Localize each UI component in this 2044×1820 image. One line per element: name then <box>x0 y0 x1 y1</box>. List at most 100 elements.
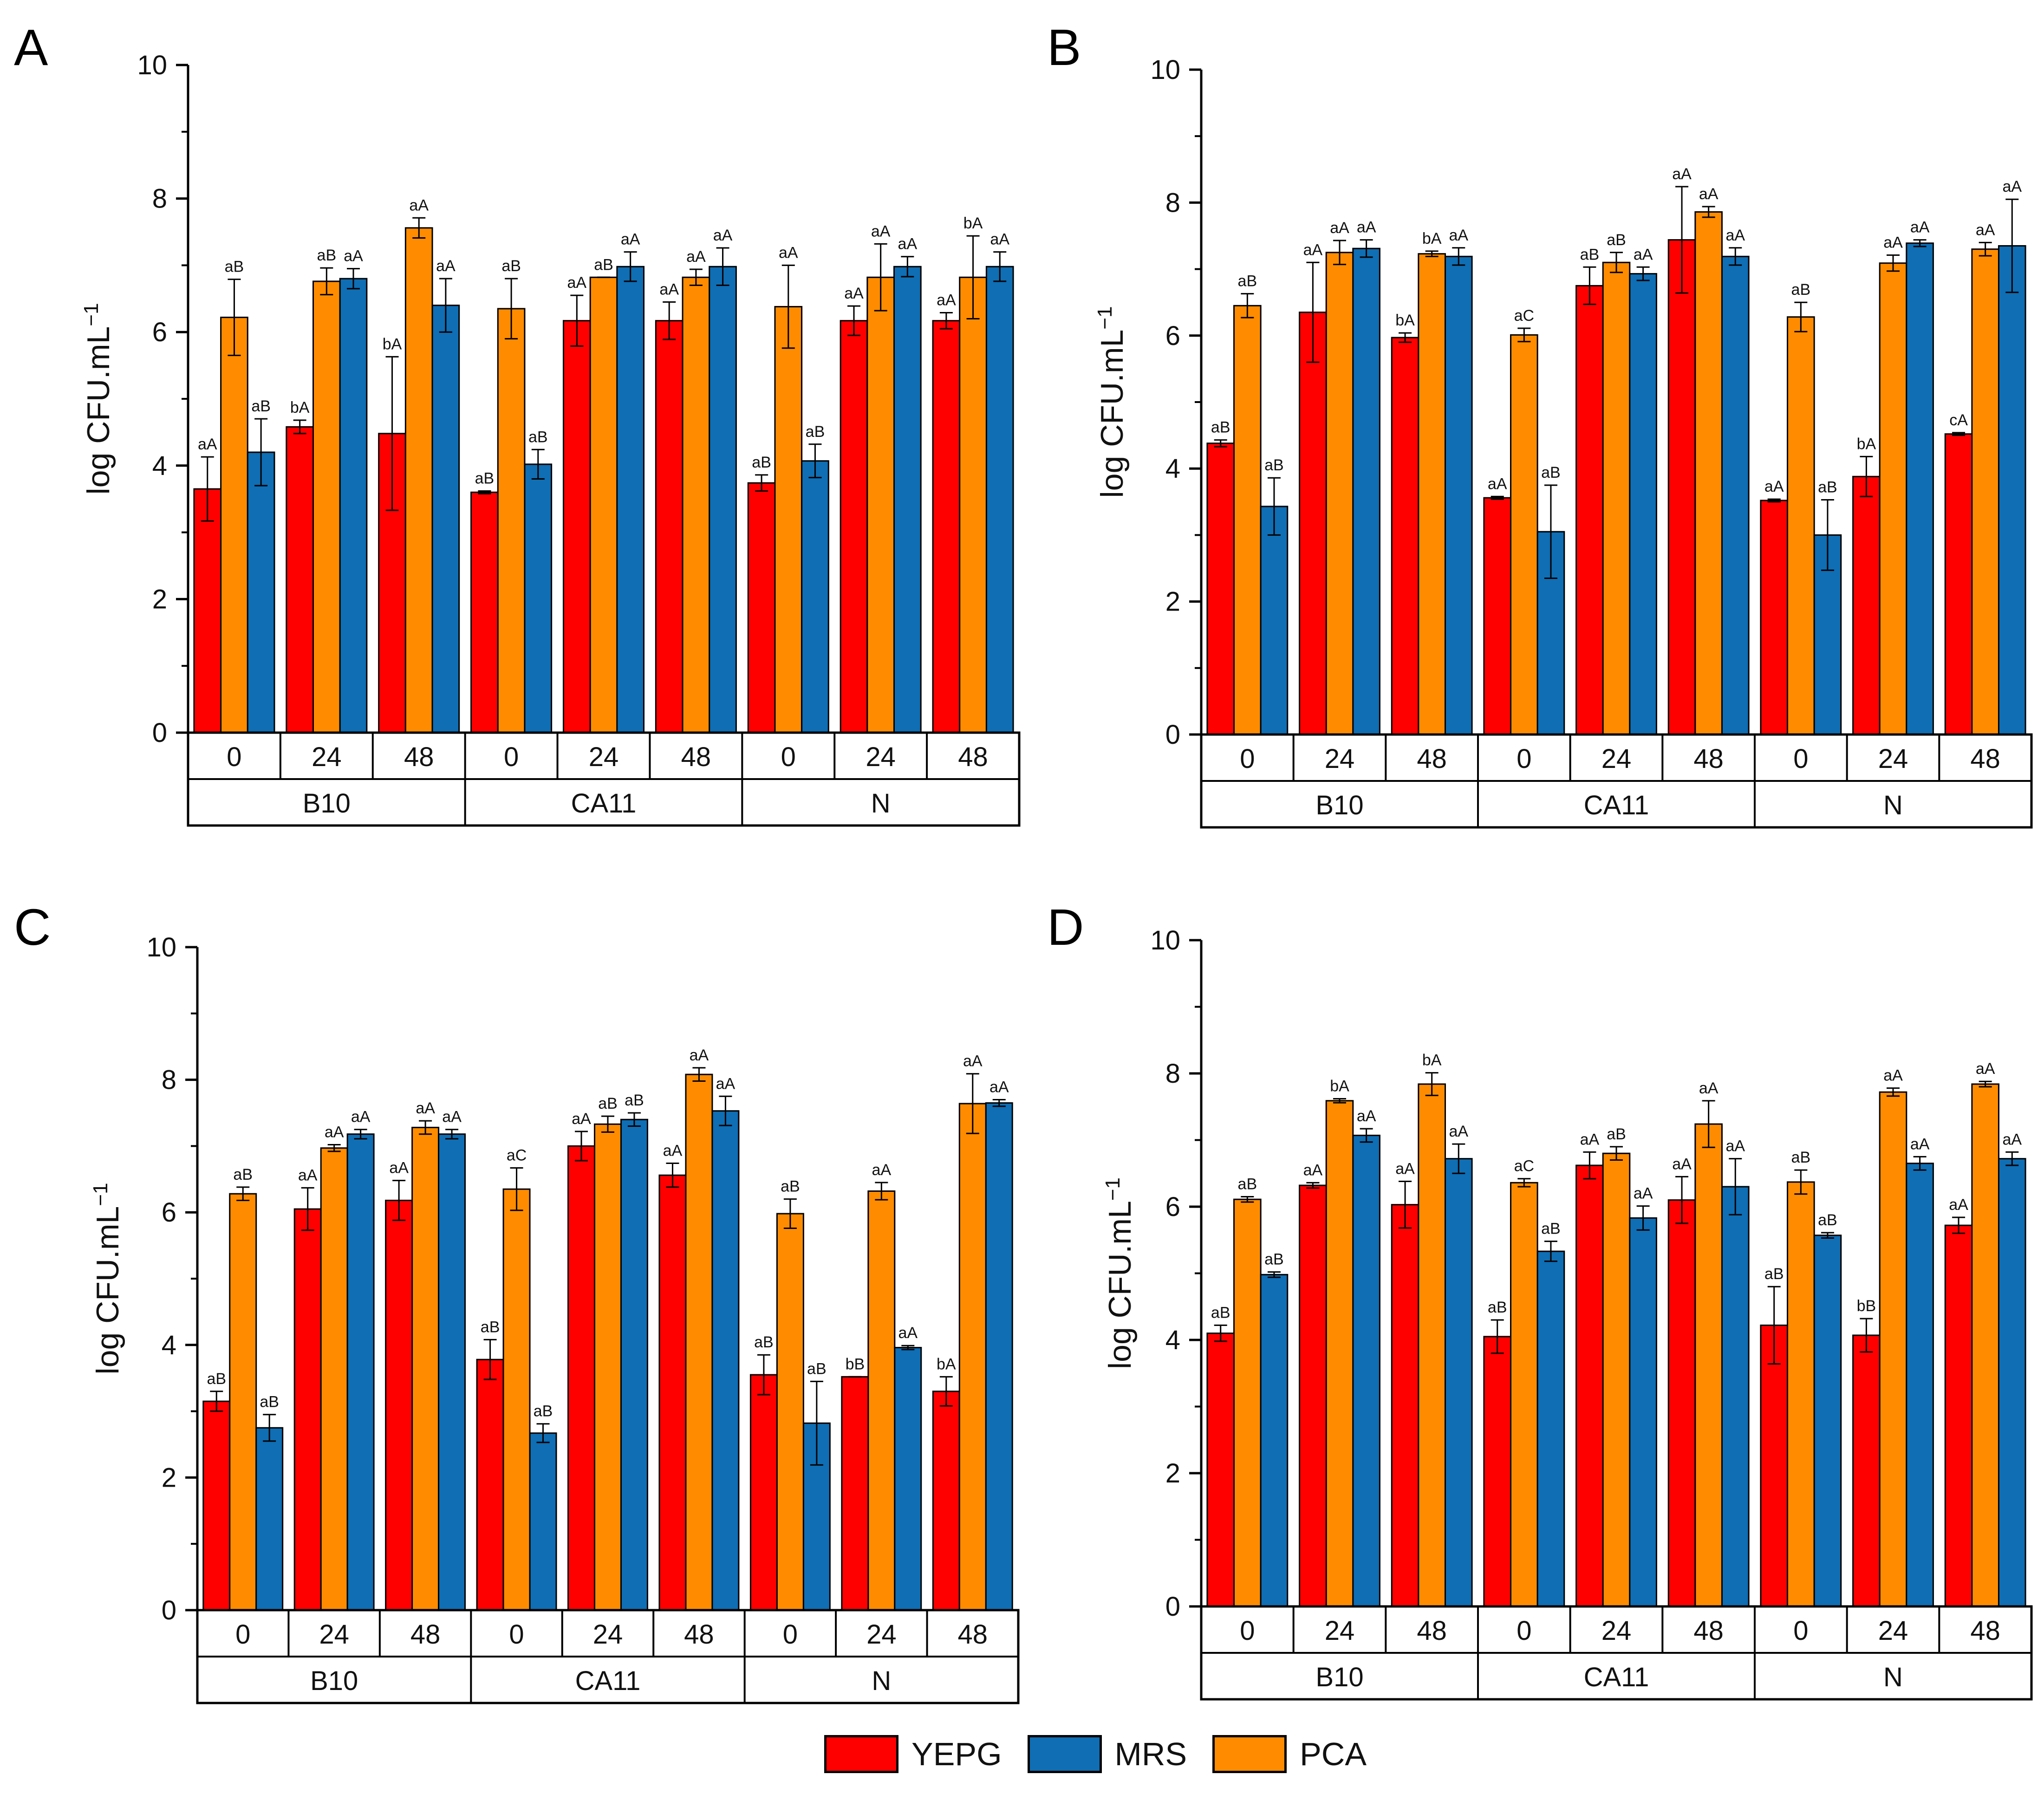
bar-mrs <box>255 1427 284 1611</box>
x-tick-label: 0 <box>1793 1616 1808 1646</box>
x-tick-label: 48 <box>1970 744 2000 774</box>
bar-pca <box>867 1190 896 1611</box>
bar-pca <box>404 227 433 734</box>
bar-pca <box>320 1147 348 1611</box>
significance-label: aA <box>898 235 918 253</box>
bar-pca <box>866 276 895 734</box>
x-tick-label: 48 <box>404 742 434 772</box>
bar-pca <box>1233 1198 1262 1607</box>
panel-letter: C <box>14 899 51 956</box>
significance-label: aB <box>594 256 613 273</box>
bar-mrs <box>1998 245 2026 735</box>
y-tick-label: 0 <box>152 718 167 748</box>
bar-mrs <box>1536 1250 1565 1607</box>
significance-label: aA <box>963 1053 983 1070</box>
significance-label: aB <box>1264 456 1284 474</box>
bar-mrs <box>1629 273 1657 735</box>
significance-label: aA <box>1303 241 1323 259</box>
bar-pca <box>1787 1181 1815 1607</box>
x-group-label: CA11 <box>1584 1662 1649 1692</box>
significance-label: aA <box>198 436 217 453</box>
y-axis-title: log CFU.mL−1 <box>1101 1177 1138 1369</box>
significance-label: bA <box>1330 1078 1349 1095</box>
significance-label: bA <box>383 335 402 353</box>
x-tick-label: 0 <box>1793 744 1808 774</box>
y-tick-label: 6 <box>152 317 167 347</box>
significance-label: aB <box>1818 479 1837 496</box>
bar-yepg <box>1760 500 1789 735</box>
x-tick-label: 24 <box>866 1619 897 1650</box>
y-tick-label: 0 <box>1165 720 1180 750</box>
bar-yepg <box>1667 1199 1696 1607</box>
significance-label: aA <box>1580 1131 1600 1148</box>
significance-label: aA <box>686 248 706 266</box>
significance-label: aA <box>1976 1060 1995 1078</box>
x-group-label: CA11 <box>571 788 637 819</box>
x-tick-label: 0 <box>781 742 796 772</box>
significance-label: aA <box>1357 219 1376 236</box>
y-tick-label: 6 <box>1165 1192 1180 1222</box>
bar-yepg <box>202 1400 231 1611</box>
significance-label: aC <box>507 1147 527 1164</box>
y-tick-label: 2 <box>1165 587 1180 617</box>
significance-label: aB <box>207 1370 226 1388</box>
significance-label: aB <box>754 1333 774 1351</box>
bar-yepg <box>1391 337 1419 735</box>
bar-yepg <box>562 320 591 734</box>
bar-pca <box>1694 1123 1723 1607</box>
bar-yepg <box>1852 1334 1881 1607</box>
bar-pca <box>1787 316 1815 735</box>
y-tick-label: 2 <box>152 584 167 614</box>
bar-mrs <box>339 278 368 734</box>
y-axis-title: log CFU.mL−1 <box>80 303 117 495</box>
x-group-label: B10 <box>1315 790 1363 820</box>
significance-label: aA <box>1303 1161 1323 1179</box>
significance-label: aA <box>844 285 864 302</box>
significance-label: aA <box>1449 227 1468 244</box>
significance-label: aB <box>1607 231 1626 249</box>
bar-pca <box>1602 261 1631 735</box>
x-tick-label: 48 <box>1970 1616 2000 1646</box>
significance-label: aB <box>225 258 244 276</box>
x-tick-label: 24 <box>1601 1616 1632 1646</box>
significance-label: aA <box>663 1142 683 1160</box>
bar-yepg <box>1852 475 1881 735</box>
x-tick-label: 0 <box>1240 1616 1255 1646</box>
x-tick-label: 0 <box>783 1619 798 1650</box>
bar-yepg <box>1206 1332 1235 1607</box>
significance-label: aB <box>598 1095 618 1112</box>
bar-yepg <box>1944 433 1973 735</box>
x-tick-label: 24 <box>589 742 619 772</box>
significance-label: bB <box>846 1355 865 1373</box>
bar-pca <box>1971 248 1999 735</box>
significance-label: aC <box>1514 307 1534 325</box>
panel-letter: B <box>1047 19 1081 76</box>
significance-label: aB <box>251 397 271 415</box>
bar-pca <box>1325 1100 1354 1607</box>
significance-label: aB <box>781 1178 800 1196</box>
bar-mrs <box>620 1118 648 1611</box>
bar-pca <box>1971 1083 1999 1607</box>
x-group-label: B10 <box>303 788 351 819</box>
bar-yepg <box>1206 442 1235 735</box>
bar-pca <box>220 317 248 734</box>
bar-pca <box>497 308 526 734</box>
bar-yepg <box>385 1199 413 1611</box>
significance-label: aA <box>1976 221 1995 239</box>
significance-label: aA <box>1634 246 1653 263</box>
bar-yepg <box>567 1145 596 1611</box>
y-tick-label: 8 <box>1165 1059 1180 1089</box>
y-tick-label: 0 <box>1165 1592 1180 1622</box>
significance-label: aB <box>1211 1304 1230 1321</box>
significance-label: aB <box>317 247 337 264</box>
x-group-label: CA11 <box>1584 790 1649 820</box>
bar-pca <box>685 1073 713 1611</box>
significance-label: aA <box>1910 1135 1930 1153</box>
bar-yepg <box>841 1376 869 1611</box>
significance-label: aA <box>690 1046 709 1064</box>
y-axis-title-superscript: −1 <box>1094 306 1116 330</box>
bar-yepg <box>1299 1184 1327 1607</box>
significance-label: aB <box>233 1166 253 1183</box>
x-tick-label: 24 <box>1878 744 1908 774</box>
bar-mrs <box>1444 255 1473 735</box>
